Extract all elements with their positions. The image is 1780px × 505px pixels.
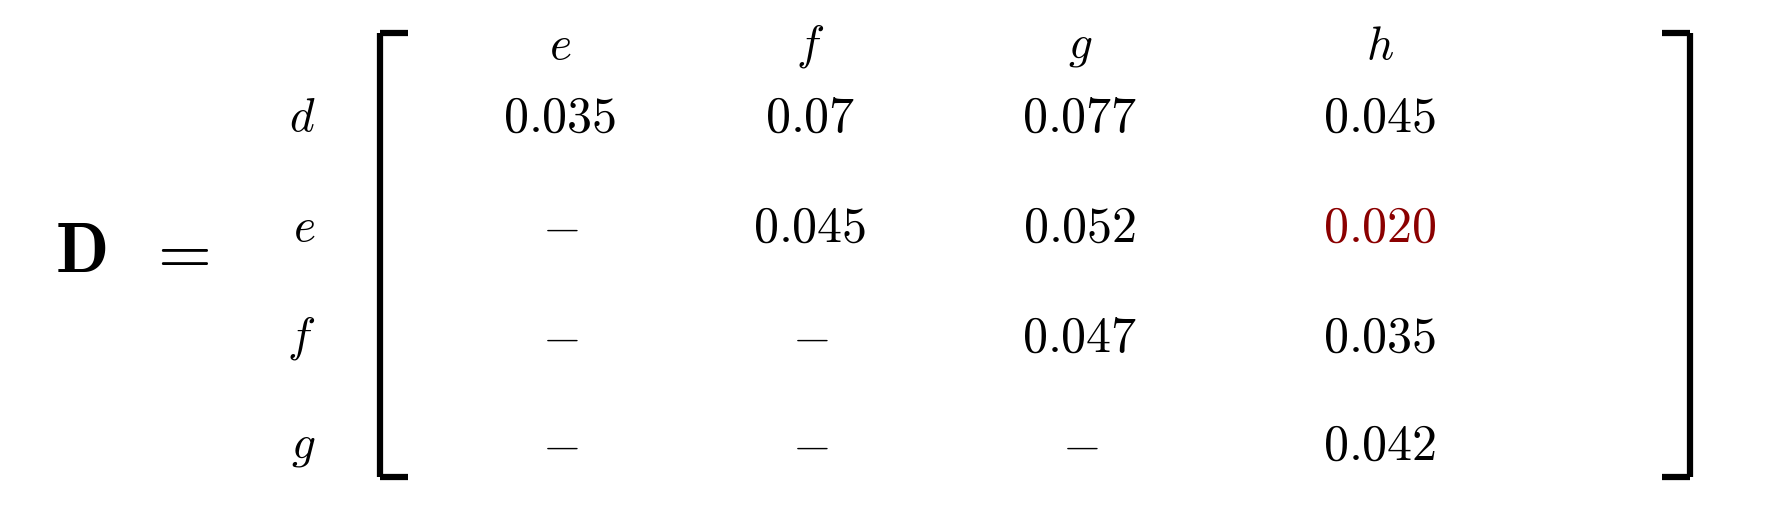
Text: $\mathrm{0.035}$: $\mathrm{0.035}$ bbox=[504, 93, 616, 142]
Text: $\mathrm{0.042}$: $\mathrm{0.042}$ bbox=[1323, 421, 1436, 470]
Text: $-$: $-$ bbox=[792, 313, 828, 362]
Text: $-$: $-$ bbox=[541, 421, 578, 470]
Text: $\mathrm{0.052}$: $\mathrm{0.052}$ bbox=[1023, 203, 1136, 252]
Text: $d$: $d$ bbox=[288, 95, 315, 140]
Text: $f$: $f$ bbox=[287, 314, 315, 361]
Text: $\mathrm{0.07}$: $\mathrm{0.07}$ bbox=[764, 93, 854, 142]
Text: $-$: $-$ bbox=[541, 313, 578, 362]
Text: $g$: $g$ bbox=[290, 423, 315, 468]
Text: $h$: $h$ bbox=[1365, 23, 1394, 69]
Text: $-$: $-$ bbox=[1061, 421, 1098, 470]
Text: $\mathrm{0.045}$: $\mathrm{0.045}$ bbox=[753, 203, 867, 252]
Text: $=$: $=$ bbox=[144, 219, 208, 286]
Text: $\mathrm{0.035}$: $\mathrm{0.035}$ bbox=[1323, 313, 1436, 362]
Text: $-$: $-$ bbox=[541, 203, 578, 252]
Text: $\mathbf{D}$: $\mathbf{D}$ bbox=[55, 219, 107, 286]
Text: $e$: $e$ bbox=[548, 23, 571, 69]
Text: $f$: $f$ bbox=[796, 22, 824, 70]
Text: $g$: $g$ bbox=[1068, 23, 1091, 69]
Text: $-$: $-$ bbox=[792, 421, 828, 470]
Text: $\mathrm{0.077}$: $\mathrm{0.077}$ bbox=[1022, 93, 1137, 142]
Text: $\mathbf{0.020}$: $\mathbf{0.020}$ bbox=[1323, 203, 1436, 252]
Text: $\mathrm{0.045}$: $\mathrm{0.045}$ bbox=[1323, 93, 1436, 142]
Text: $\mathrm{0.047}$: $\mathrm{0.047}$ bbox=[1022, 313, 1137, 362]
Text: $e$: $e$ bbox=[292, 205, 315, 250]
